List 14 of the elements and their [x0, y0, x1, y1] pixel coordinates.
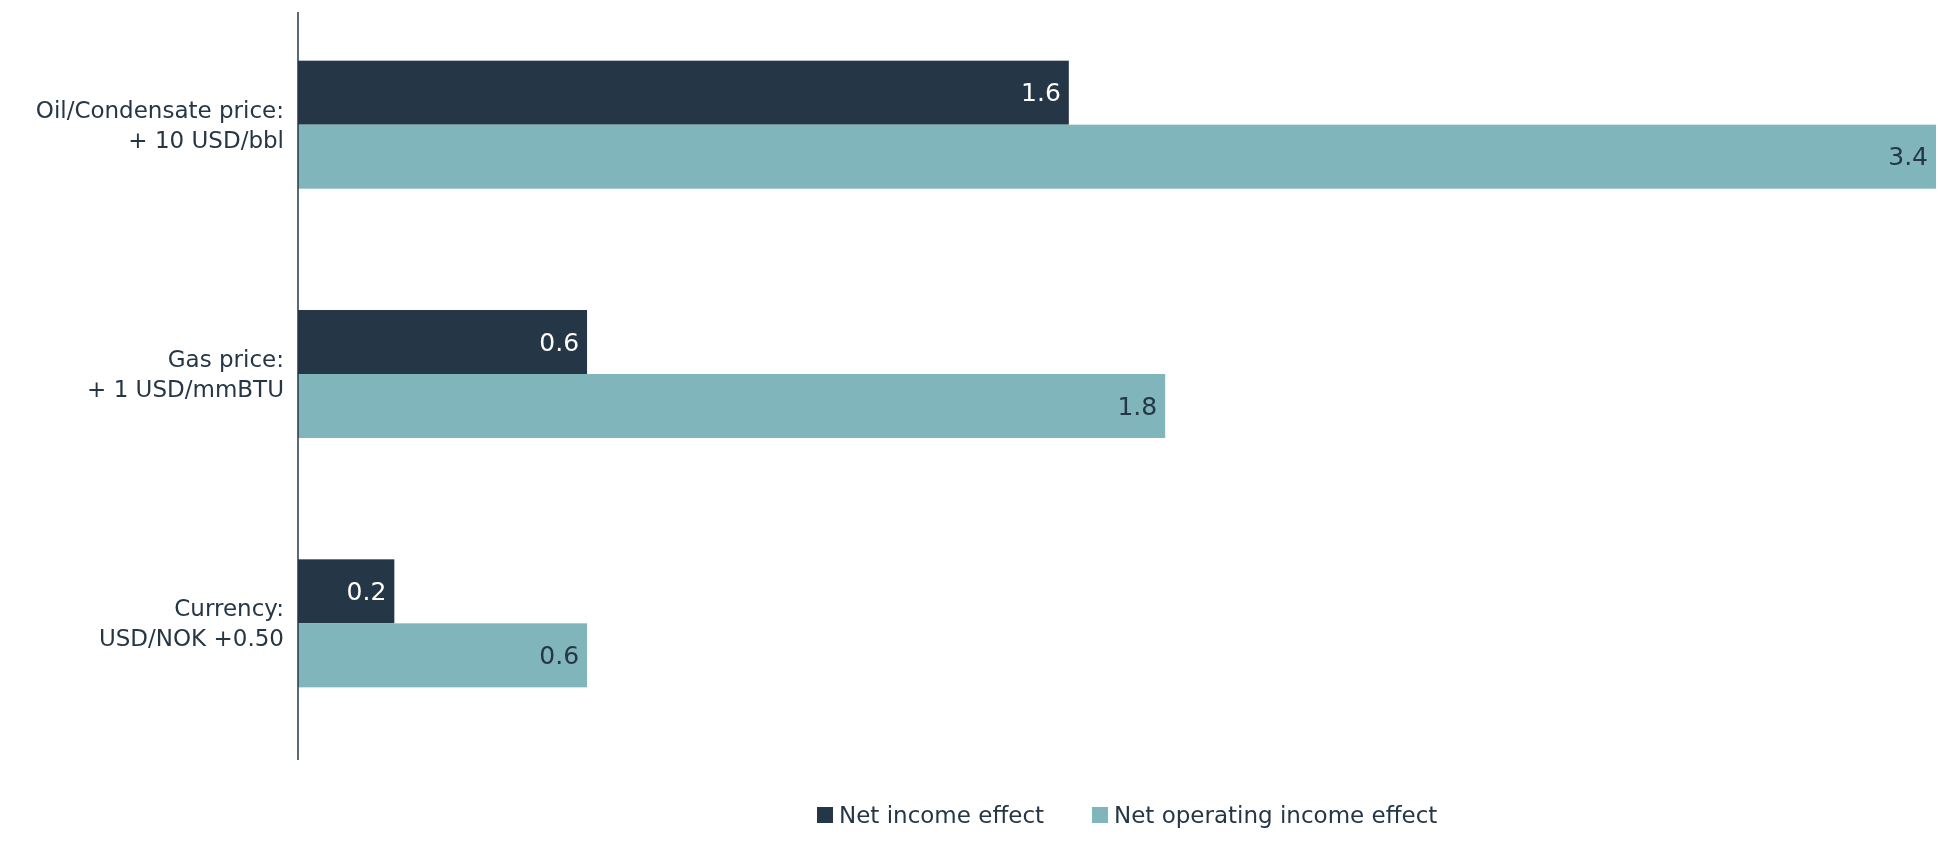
y-tick-label: Gas price: + 1 USD/mmBTU: [87, 346, 284, 403]
bar: [298, 623, 588, 688]
y-tick-label: Currency: USD/NOK +0.50: [98, 595, 284, 652]
y-tick-label: Oil/Condensate price: + 10 USD/bbl: [35, 96, 284, 153]
legend-label: Net operating income effect: [1114, 802, 1438, 829]
bar: [298, 374, 1166, 438]
data-label: 0.6: [539, 327, 580, 357]
bar: [298, 124, 1936, 189]
data-label: 1.6: [1021, 78, 1061, 108]
legend-label: Net income effect: [839, 802, 1045, 829]
data-label: 3.4: [1888, 142, 1928, 172]
data-label: 0.6: [539, 641, 580, 671]
data-label: 1.8: [1117, 391, 1158, 421]
data-label: 0.2: [346, 577, 387, 607]
